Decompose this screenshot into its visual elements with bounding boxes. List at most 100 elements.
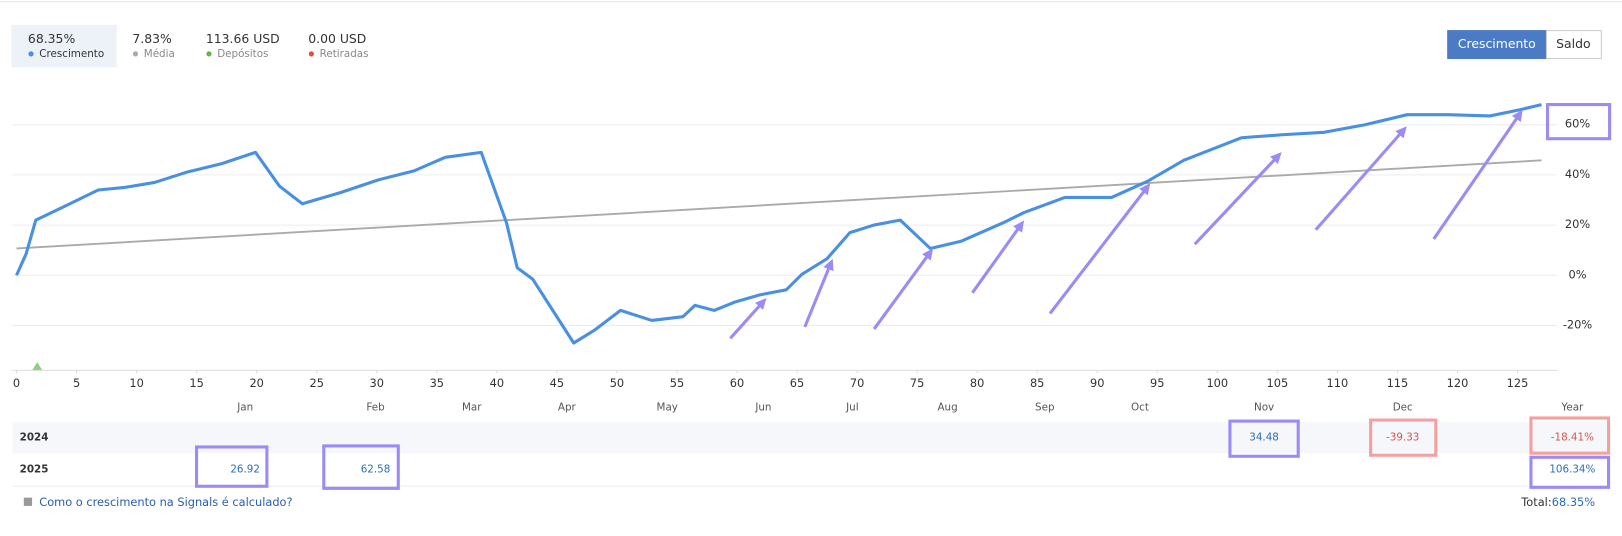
stat-label: Crescimento: [39, 48, 104, 60]
table-header: Mar: [462, 402, 482, 414]
highlight-box: [1529, 416, 1611, 455]
arrow-shaft: [1432, 115, 1520, 240]
highlight-box: [194, 445, 269, 488]
series-line: [16, 159, 1542, 250]
arrow-head: [755, 297, 767, 310]
deposit-marker: [32, 362, 43, 371]
stat-active-bg: [11, 24, 117, 68]
x-tick-label: 75: [910, 376, 924, 390]
x-tick-label: 25: [310, 376, 324, 390]
x-tick-label: 100: [1206, 376, 1228, 390]
table-cell: 34.48: [1249, 432, 1279, 444]
y-tick-label: -20%: [1563, 317, 1593, 331]
arrow-shaft: [1314, 131, 1403, 231]
highlight-box: [1369, 418, 1438, 457]
x-tick-label: 10: [129, 376, 143, 390]
help-link[interactable]: Como o crescimento na Signals é calculad…: [39, 495, 292, 509]
button[interactable]: [1545, 30, 1602, 60]
stat-value: 113.66 USD: [206, 31, 280, 46]
arrow-shaft: [872, 254, 930, 330]
arrow-head: [1395, 126, 1407, 139]
x-tick-label: 70: [850, 376, 864, 390]
table-header: Aug: [937, 402, 957, 414]
button-active[interactable]: [1447, 30, 1547, 60]
total-value: 68.35%: [1552, 495, 1596, 509]
legend-dot: [28, 51, 34, 57]
x-tick-label: 60: [730, 376, 744, 390]
table-cell: 62.58: [361, 464, 391, 476]
x-tick-label: 110: [1327, 376, 1349, 390]
arrow-head: [1511, 109, 1523, 122]
x-tick-label: 120: [1447, 376, 1469, 390]
x-tick-label: 65: [790, 376, 804, 390]
x-tick-label: 80: [970, 376, 984, 390]
stat-label: Retiradas: [320, 48, 369, 60]
x-tick-label: 35: [430, 376, 444, 390]
x-tick-label: 85: [1030, 376, 1044, 390]
legend-dot: [206, 51, 212, 57]
table-header: Oct: [1131, 402, 1149, 414]
y-tick-label: 20%: [1565, 217, 1590, 231]
stat-value: 68.35%: [28, 31, 76, 46]
highlight-box: [322, 444, 400, 490]
row-bg: [12, 422, 1611, 454]
table-header: Year: [1560, 402, 1584, 414]
stat-label: Média: [144, 48, 175, 60]
x-tick-label: 5: [73, 376, 80, 390]
highlight-box: [1545, 103, 1612, 141]
arrow-shaft: [803, 265, 832, 328]
stat-value: 0.00 USD: [308, 31, 366, 46]
arrow-head: [922, 248, 934, 261]
y-tick-label: 0%: [1569, 267, 1587, 281]
x-tick-label: 50: [610, 376, 624, 390]
highlight-box: [1228, 419, 1300, 458]
arrow-shaft: [971, 226, 1021, 294]
total-label: Total:: [1520, 495, 1551, 509]
x-tick-label: 0: [13, 376, 20, 390]
arrow-head: [1270, 152, 1282, 164]
x-tick-label: 90: [1090, 376, 1104, 390]
arrows: [729, 109, 1523, 340]
x-tick-label: 95: [1150, 376, 1164, 390]
y-tick-label: 40%: [1565, 167, 1590, 181]
x-tick-label: 40: [490, 376, 504, 390]
x-tick-label: 115: [1387, 376, 1409, 390]
x-tick-label: 15: [189, 376, 203, 390]
highlight-box: [1529, 455, 1611, 489]
x-tick-label: 45: [550, 376, 564, 390]
row-year: 2024: [20, 432, 49, 444]
table-header: Apr: [558, 402, 577, 414]
x-tick-label: 20: [249, 376, 263, 390]
x-tick-label: 55: [670, 376, 684, 390]
table-header: Nov: [1254, 402, 1274, 414]
arrow-head: [1013, 220, 1025, 233]
stat-value: 7.83%: [132, 31, 172, 46]
table-cell: -39.33: [1386, 432, 1419, 444]
legend-dot: [308, 51, 314, 57]
y-tick-label: 60%: [1565, 117, 1590, 131]
table-header: Sep: [1035, 402, 1054, 414]
arrow-head: [1139, 183, 1151, 196]
table-header: May: [657, 402, 678, 414]
table-cell: 106.34%: [1549, 464, 1595, 476]
x-tick-label: 105: [1267, 376, 1289, 390]
legend-dot: [132, 51, 139, 57]
info-icon: [23, 497, 33, 506]
button-label[interactable]: Saldo: [1556, 36, 1590, 51]
table-header: Jul: [845, 402, 858, 414]
row-year: 2025: [20, 464, 49, 476]
x-tick-label: 125: [1507, 376, 1529, 390]
table-header: Feb: [366, 402, 384, 414]
arrow-shaft: [729, 303, 763, 340]
table-cell: 26.92: [230, 464, 260, 476]
series-line: [15, 103, 1542, 345]
stat-label: Depósitos: [217, 48, 268, 60]
table-header: Jan: [236, 402, 253, 414]
arrow-head: [823, 258, 834, 272]
arrow-shaft: [1048, 188, 1147, 315]
table-header: Jun: [754, 402, 771, 414]
button-label[interactable]: Crescimento: [1458, 36, 1536, 51]
table-cell: -18.41%: [1551, 432, 1594, 444]
table-header: Dec: [1393, 402, 1413, 414]
